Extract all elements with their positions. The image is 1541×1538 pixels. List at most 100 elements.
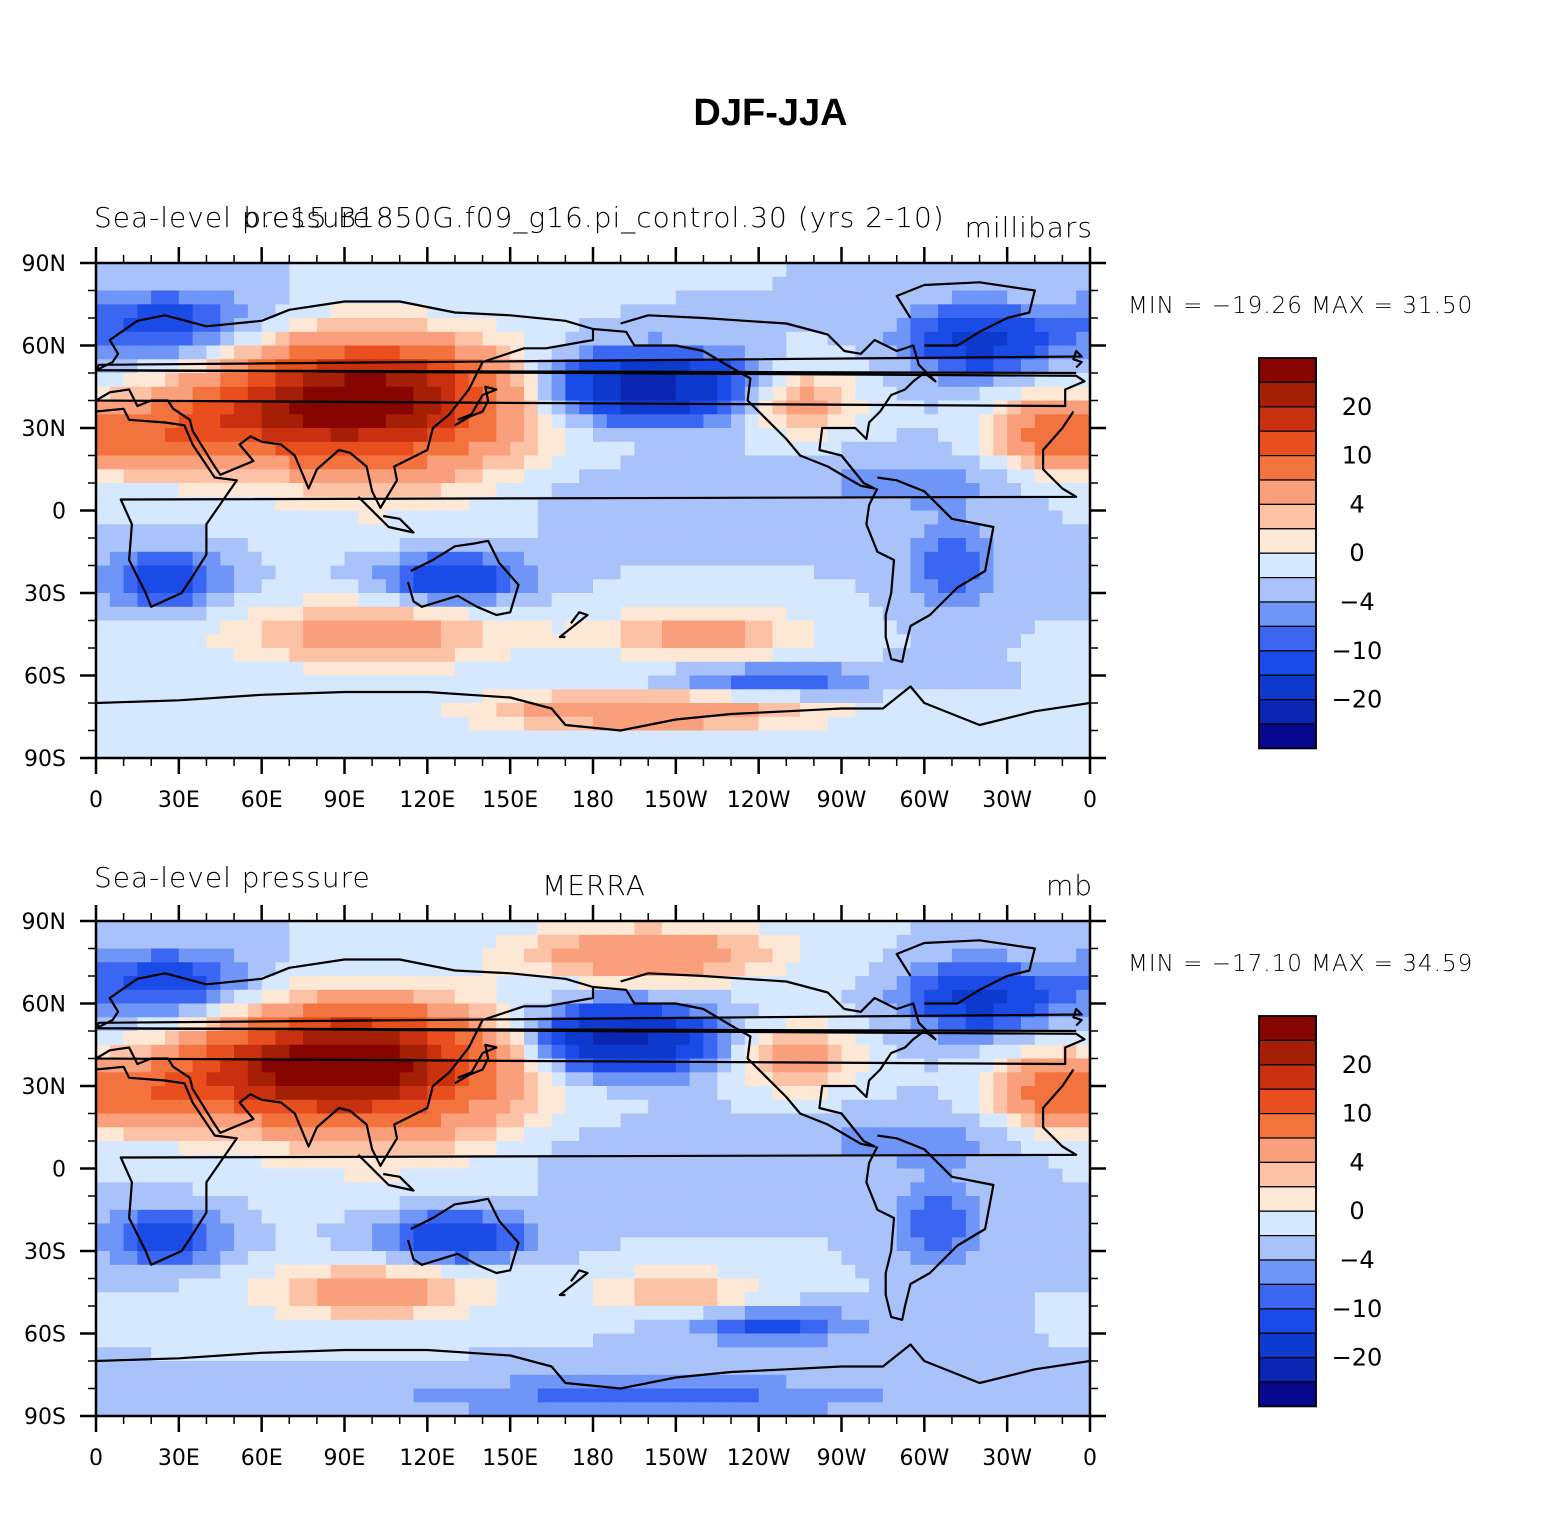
field-cell [385,304,401,319]
field-cell [813,263,829,278]
field-cell [234,1003,249,1018]
field-cell [454,483,470,498]
field-cell [731,1072,746,1087]
field-cell [772,661,787,677]
field-cell [841,1196,856,1211]
field-cell [593,921,608,936]
field-cell [965,359,981,374]
field-cell [910,1168,925,1183]
field-cell [606,1347,622,1362]
field-cell [303,386,318,402]
field-cell [951,1196,967,1211]
field-cell [813,386,829,402]
field-cell [910,579,925,594]
field-cell [303,1003,318,1018]
field-cell [662,373,677,388]
field-cell [758,1044,774,1060]
field-cell [109,400,125,415]
field-cell [606,496,622,512]
field-cell [137,263,152,278]
field-cell [648,290,663,305]
field-cell [1048,648,1063,663]
field-cell [662,469,677,484]
field-cell [165,1072,180,1087]
field-cell [758,716,774,732]
field-cell [965,1209,981,1225]
field-cell [510,428,525,443]
field-cell [109,1086,125,1101]
field-cell [1076,730,1090,745]
field-cell [482,1141,497,1156]
field-cell [427,1044,442,1060]
field-cell [1076,1292,1090,1307]
field-cell [151,428,166,443]
field-cell [634,455,649,470]
field-cell [385,675,401,690]
field-cell [979,593,994,608]
field-cell [703,1278,718,1293]
field-cell [399,921,415,936]
field-cell [165,276,180,292]
field-cell [275,428,290,443]
field-cell [800,1223,815,1238]
field-cell [178,634,194,649]
field-cell [482,263,497,278]
field-cell [800,1196,815,1211]
field-cell [648,483,663,498]
field-cell [689,1333,704,1348]
field-cell [703,538,718,553]
field-cell [372,483,387,498]
field-cell [524,1361,539,1376]
field-cell [234,331,249,347]
field-cell [510,441,525,457]
field-cell [468,524,484,539]
field-cell [289,1223,304,1238]
field-cell [454,359,470,374]
field-cell [109,962,125,977]
field-cell [1062,1127,1077,1142]
field-cell [979,620,994,635]
field-cell [1062,1113,1077,1128]
field-cell [717,276,732,292]
field-cell [385,1072,401,1087]
field-cell [965,1099,981,1115]
field-cell [289,1251,304,1266]
field-cell [703,551,718,567]
field-cell [303,976,318,991]
field-cell [827,331,843,347]
field-cell [744,263,760,278]
field-cell [344,661,359,677]
field-cell [482,648,497,663]
field-cell [772,345,787,360]
field-cell [579,1141,594,1156]
field-cell [565,1223,580,1238]
field-cell [109,414,125,429]
field-cell [275,1044,290,1060]
field-cell [1062,934,1077,950]
field-cell [620,703,635,718]
field-cell [965,1306,981,1321]
field-cell [675,1086,691,1101]
field-cell [454,455,470,470]
field-cell [648,634,663,649]
field-cell [220,428,235,443]
field-cell [1007,1086,1022,1101]
field-cell [1076,716,1090,732]
field-cell [413,661,428,677]
field-cell [206,948,221,963]
field-cell [896,1031,912,1046]
field-cell [855,400,870,415]
field-cell [427,661,442,677]
field-cell [399,1361,415,1376]
field-cell [689,948,704,963]
field-cell [634,1017,649,1032]
field-cell [689,276,704,292]
field-cell [1007,469,1022,484]
field-cell [96,689,111,704]
field-cell [1048,634,1063,649]
field-cell [772,1333,787,1348]
x-tick-label: 150E [482,788,538,813]
field-cell [482,634,497,649]
field-cell [289,648,304,663]
field-cell [482,1223,497,1238]
